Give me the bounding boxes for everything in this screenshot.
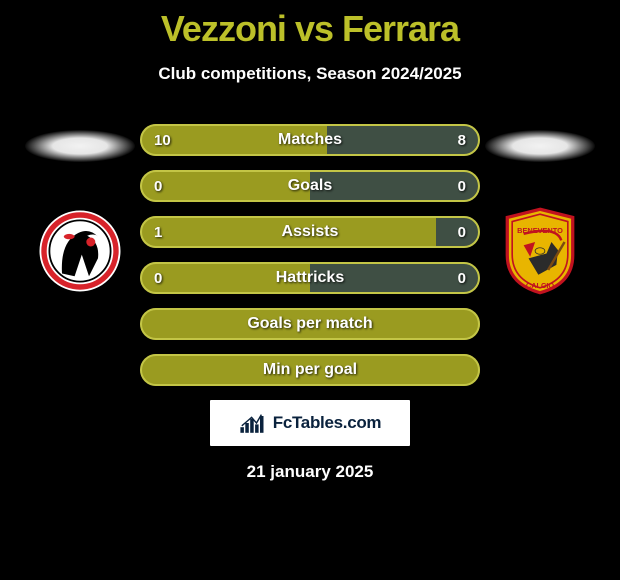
stat-value-right: 0 [458,170,466,202]
page-subtitle: Club competitions, Season 2024/2025 [158,64,461,84]
stat-label: Goals per match [140,308,480,340]
right-team-column: BENEVENTO CALCIO [480,124,600,296]
svg-text:CALCIO: CALCIO [526,281,554,290]
body: 10Matches80Goals01Assists00Hattricks0Goa… [0,124,620,386]
fctables-logo-icon [239,411,267,435]
stats-panel: 10Matches80Goals01Assists00Hattricks0Goa… [140,124,480,386]
root: Vezzoni vs Ferrara Club competitions, Se… [0,0,620,482]
left-team-column [20,124,140,296]
stat-row: 0Goals0 [140,170,480,202]
stat-row: Min per goal [140,354,480,386]
stat-row: Goals per match [140,308,480,340]
fctables-badge[interactable]: FcTables.com [210,400,410,446]
stat-value-right: 0 [458,216,466,248]
light-ellipse-left [25,130,135,162]
left-team-crest [35,206,125,296]
stat-label: Hattricks [140,262,480,294]
right-team-crest: BENEVENTO CALCIO [495,206,585,296]
stat-value-right: 0 [458,262,466,294]
light-ellipse-right [485,130,595,162]
stat-row: 0Hattricks0 [140,262,480,294]
svg-text:BENEVENTO: BENEVENTO [517,226,563,235]
foggia-crest-icon [35,206,125,296]
stat-row: 1Assists0 [140,216,480,248]
snapshot-date: 21 january 2025 [247,462,374,482]
stat-label: Matches [140,124,480,156]
page-title: Vezzoni vs Ferrara [161,8,459,50]
stat-value-right: 8 [458,124,466,156]
benevento-crest-icon: BENEVENTO CALCIO [495,206,585,296]
stat-label: Goals [140,170,480,202]
fctables-badge-text: FcTables.com [273,413,382,433]
stat-row: 10Matches8 [140,124,480,156]
stat-label: Min per goal [140,354,480,386]
stat-label: Assists [140,216,480,248]
